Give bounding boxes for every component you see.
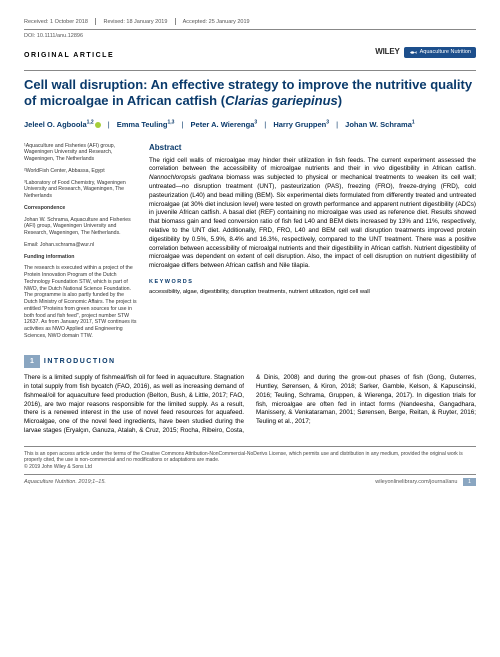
- section-1-title: INTRODUCTION: [44, 357, 116, 366]
- affiliation-3: ³Laboratory of Food Chemistry, Wageninge…: [24, 180, 139, 200]
- correspondence-email: Email: Johan.schrama@wur.nl: [24, 242, 139, 249]
- journal-badge-text: Aquaculture Nutrition: [420, 49, 471, 56]
- license-text: This is an open access article under the…: [24, 451, 476, 464]
- affiliation-2: ²WorldFish Center, Abbassa, Egypt: [24, 168, 139, 175]
- fish-icon: [409, 50, 417, 55]
- accepted-date: Accepted: 25 January 2019: [183, 19, 250, 25]
- author-4: Harry Gruppen3: [273, 120, 329, 129]
- publisher-block: WILEY Aquaculture Nutrition: [375, 47, 476, 58]
- affiliations-column: ¹Aquaculture and Fisheries (AFI) group, …: [24, 143, 139, 345]
- author-1: Jeleel O. Agboola1,2: [24, 120, 101, 129]
- copyright-text: © 2019 John Wiley & Sons Ltd: [24, 464, 476, 471]
- page-footer: Aquaculture Nutrition. 2019;1–15. wileyo…: [24, 479, 476, 486]
- revised-date: Revised: 18 January 2019: [103, 19, 167, 25]
- authors-line: Jeleel O. Agboola1,2 | Emma Teuling1,3 |…: [24, 120, 476, 131]
- author-3: Peter A. Wierenga3: [191, 120, 258, 129]
- meta-dates: Received: 1 October 2018 Revised: 18 Jan…: [24, 18, 476, 30]
- correspondence-text: Johan W. Schrama, Aquaculture and Fisher…: [24, 217, 139, 237]
- introduction-body: There is a limited supply of fishmeal/fi…: [24, 374, 476, 436]
- received-date: Received: 1 October 2018: [24, 19, 88, 25]
- affiliation-1: ¹Aquaculture and Fisheries (AFI) group, …: [24, 143, 139, 163]
- keywords-label: KEYWORDS: [149, 279, 476, 286]
- journal-badge: Aquaculture Nutrition: [404, 47, 476, 58]
- license-box: This is an open access article under the…: [24, 446, 476, 476]
- abstract-text: The rigid cell walls of microalgae may h…: [149, 157, 476, 272]
- footer-right: wileyonlinelibrary.com/journal/anu 1: [375, 479, 476, 486]
- section-1-header: 1 INTRODUCTION: [24, 355, 476, 368]
- abstract-column: Abstract The rigid cell walls of microal…: [149, 143, 476, 345]
- correspondence-label: Correspondence: [24, 205, 65, 211]
- doi: DOI: 10.1111/anu.12896: [24, 33, 476, 40]
- funding-text: The research is executed within a projec…: [24, 265, 139, 339]
- section-1-number: 1: [24, 355, 40, 368]
- keywords-text: accessibility, algae, digestibility, dis…: [149, 289, 476, 297]
- footer-url: wileyonlinelibrary.com/journal/anu: [375, 479, 457, 485]
- orcid-icon: [95, 122, 101, 128]
- article-type-label: ORIGINAL ARTICLE: [24, 51, 114, 60]
- page-number: 1: [463, 478, 476, 486]
- footer-citation: Aquaculture Nutrition. 2019;1–15.: [24, 479, 106, 486]
- article-title: Cell wall disruption: An effective strat…: [24, 77, 476, 110]
- abstract-heading: Abstract: [149, 143, 476, 154]
- wiley-logo: WILEY: [375, 47, 399, 58]
- funding-label: Funding information: [24, 254, 74, 260]
- author-5: Johan W. Schrama1: [345, 120, 414, 129]
- title-rule: [24, 70, 476, 71]
- author-2: Emma Teuling1,3: [117, 120, 175, 129]
